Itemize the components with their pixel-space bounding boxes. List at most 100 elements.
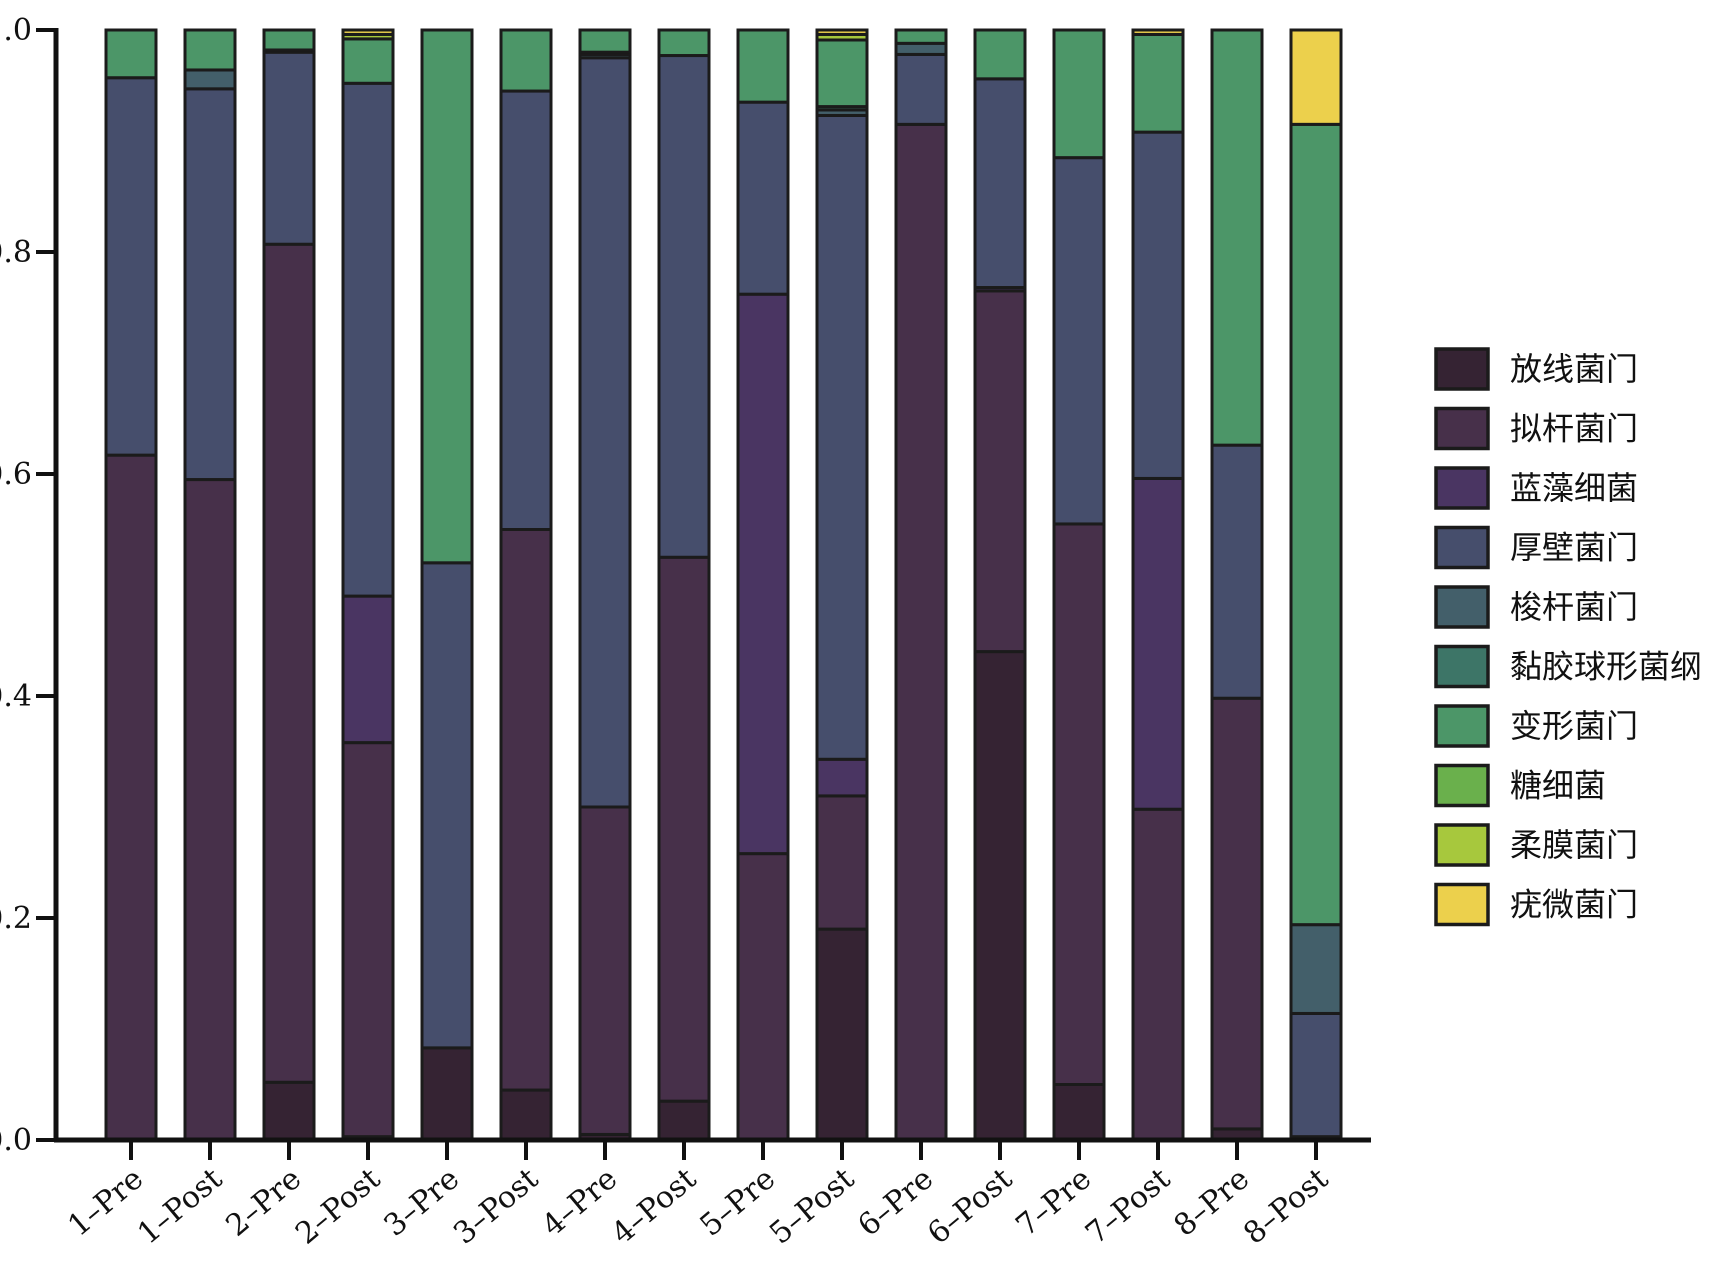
bar-segment	[815, 794, 869, 931]
bar-segment	[657, 1099, 711, 1142]
bar-segment	[341, 28, 395, 36]
legend-swatch	[1434, 585, 1490, 629]
legend-label: 厚壁菌门	[1510, 529, 1638, 567]
bar-segment	[183, 478, 237, 1142]
bar-segment	[420, 28, 474, 565]
x-tick-label: 2–Post	[289, 1161, 387, 1251]
x-tick-label: 8–Post	[1237, 1161, 1335, 1251]
bar-segment	[183, 68, 237, 91]
legend-swatch	[1434, 466, 1490, 510]
bar-segment	[1131, 32, 1185, 134]
bar-segment	[578, 28, 632, 54]
legend-swatch	[1434, 763, 1490, 808]
bar-segment	[499, 1088, 553, 1142]
bar-segment	[657, 28, 711, 58]
bar-segment	[815, 113, 869, 761]
bar-segment	[262, 28, 316, 52]
x-tick-label: 4–Post	[605, 1161, 703, 1251]
legend-label: 放线菌门	[1510, 350, 1638, 388]
bar-segment	[736, 292, 790, 856]
bar-segment	[894, 28, 948, 45]
bar-segment	[973, 77, 1027, 290]
bar-segment	[499, 528, 553, 1092]
bar-segment	[973, 28, 1027, 81]
bar-segment	[815, 927, 869, 1142]
x-tick-label: 6–Post	[921, 1161, 1019, 1251]
legend-label: 柔膜菌门	[1510, 826, 1638, 864]
bar-segment	[1289, 1011, 1343, 1139]
bar-segment	[262, 242, 316, 1084]
bars-layer	[104, 28, 1343, 1142]
y-tick-label: 0.2	[0, 901, 32, 936]
bar-segment	[736, 100, 790, 296]
legend-swatch	[1434, 525, 1490, 570]
bar-segment	[1052, 522, 1106, 1086]
bar-segment	[104, 453, 158, 1142]
bar-segment	[420, 561, 474, 1050]
bar-segment	[420, 1046, 474, 1142]
bar-segment	[1289, 28, 1343, 126]
bar-segment	[657, 54, 711, 559]
bar-segment	[1131, 807, 1185, 1142]
bar-segment	[499, 89, 553, 532]
x-tick-labels: 1–Pre1–Post2–Pre2–Post3–Pre3–Post4–Pre4–…	[61, 1161, 1335, 1251]
legend-swatch	[1434, 704, 1490, 748]
x-tick-label: 1–Post	[131, 1161, 229, 1251]
bar-segment	[183, 87, 237, 482]
legend-swatch	[1434, 644, 1490, 689]
y-tick-label: 0.4	[0, 679, 32, 714]
legend-label: 变形菌门	[1510, 707, 1638, 745]
legend-label: 蓝藻细菌	[1510, 469, 1638, 507]
bar-segment	[657, 555, 711, 1103]
bar-segment	[894, 41, 948, 56]
bar-segment	[815, 757, 869, 798]
bar-segment	[973, 289, 1027, 654]
bar-segment	[341, 741, 395, 1139]
bar-segment	[578, 56, 632, 809]
axes-layer	[36, 28, 1371, 1160]
y-tick-label: 1.0	[0, 13, 32, 48]
bar-segment	[1131, 28, 1185, 36]
x-tick-label: 5–Post	[763, 1161, 861, 1251]
legend-swatch	[1434, 406, 1490, 451]
bar-segment	[1052, 1083, 1106, 1142]
bar-segment	[815, 38, 869, 109]
bar-segment	[104, 28, 158, 80]
legend-label: 黏胶球形菌纲	[1510, 648, 1702, 686]
bar-segment	[894, 122, 948, 1142]
bar-segment	[736, 852, 790, 1142]
bar-segment	[1131, 130, 1185, 480]
bar-segment	[1210, 696, 1264, 1131]
y-tick-label: 0.8	[0, 235, 32, 270]
bar-segment	[1210, 28, 1264, 447]
bar-segment	[341, 594, 395, 745]
bar-segment	[341, 81, 395, 598]
bar-segment	[1052, 28, 1106, 160]
y-tick-label: 0.0	[0, 1123, 32, 1158]
legend-swatch	[1434, 882, 1490, 927]
legend-swatch	[1434, 347, 1490, 391]
legend: 放线菌门拟杆菌门蓝藻细菌厚壁菌门梭杆菌门黏胶球形菌纲变形菌门糖细菌柔膜菌门疣微菌…	[1434, 347, 1702, 927]
legend-label: 拟杆菌门	[1510, 410, 1638, 448]
bar-segment	[973, 650, 1027, 1142]
y-tick-labels: 0.0 0.2 0.4 0.6 0.8 1.0	[0, 13, 32, 1158]
bar-segment	[262, 50, 316, 246]
y-tick-label: 0.6	[0, 457, 32, 492]
bar-segment	[341, 37, 395, 85]
bar-segment	[499, 28, 553, 93]
bar-segment	[1131, 476, 1185, 811]
x-tick-label: 3–Post	[447, 1161, 545, 1251]
bar-segment	[736, 28, 790, 104]
legend-swatch	[1434, 823, 1490, 867]
bar-segment	[1289, 122, 1343, 927]
bar-segment	[894, 52, 948, 126]
bar-segment	[815, 28, 869, 36]
bar-segment	[1289, 923, 1343, 1015]
bar-segment	[104, 76, 158, 457]
legend-label: 糖细菌	[1510, 767, 1606, 805]
legend-label: 疣微菌门	[1510, 886, 1638, 924]
bar-segment	[1210, 443, 1264, 700]
legend-label: 梭杆菌门	[1510, 588, 1638, 626]
x-tick-label: 7–Post	[1079, 1161, 1177, 1251]
